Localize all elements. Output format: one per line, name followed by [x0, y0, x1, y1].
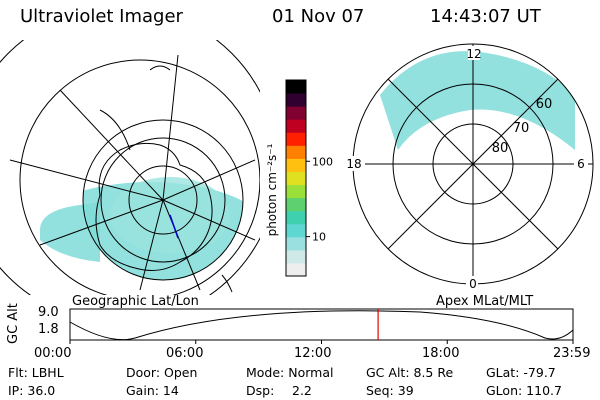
geographic-map-label: Geographic Lat/Lon	[72, 294, 199, 309]
colorbar-unit-label: photon cm⁻²s⁻¹	[265, 143, 279, 236]
colorbar-segment	[286, 262, 306, 277]
map-horizon-circle	[82, 119, 244, 281]
continent-coastline	[95, 142, 213, 271]
mlt-label-0: 0	[469, 277, 477, 291]
island-coast	[149, 65, 171, 71]
ip-value: IP: 36.0	[8, 383, 56, 398]
altitude-y-tick-top: 9.0	[38, 305, 59, 320]
lat-circle-mid	[100, 137, 226, 263]
mlt-label-6: 6	[577, 157, 585, 171]
mode-status: Mode: Normal	[246, 365, 334, 380]
mlat-label-60: 60	[536, 97, 553, 112]
meridian-lines	[9, 54, 256, 291]
colorbar-segment	[286, 132, 306, 146]
x-tick-1800: 18:00	[422, 346, 460, 361]
colorbar-segment	[286, 197, 306, 212]
geographic-longitude: GLon: 110.7	[486, 383, 562, 398]
footprint-marker	[169, 214, 179, 239]
time-label: 14:43:07 UT	[430, 6, 541, 27]
colorbar-segment	[286, 184, 306, 199]
altitude-plot	[69, 308, 574, 344]
geographic-map	[0, 40, 260, 295]
mlat-label-70: 70	[513, 121, 530, 136]
gc-altitude: GC Alt: 8.5 Re	[366, 365, 454, 380]
x-tick-0600: 06:00	[166, 346, 204, 361]
x-tick-2359: 23:59	[553, 346, 591, 361]
colorbar-segment	[286, 80, 306, 94]
australia-coast	[221, 274, 233, 293]
x-tick-1200: 12:00	[294, 346, 332, 361]
mlt-label-18: 18	[346, 157, 361, 171]
apex-map: 12 0 18 6 60 70 80	[343, 43, 594, 291]
sequence-number: Seq: 39	[366, 383, 414, 398]
altitude-axis-label: GC Alt	[6, 303, 21, 344]
colorbar-segment	[286, 106, 306, 120]
door-status: Door: Open	[126, 365, 198, 380]
colorbar-ticks: 100 10	[306, 155, 333, 244]
colorbar-segment	[286, 93, 306, 107]
dsp-value: 2.2	[292, 383, 312, 398]
mlt-lines	[353, 44, 593, 284]
colorbar-segment	[286, 158, 306, 172]
altitude-y-tick-bottom: 1.8	[38, 322, 59, 337]
colorbar-segment	[286, 119, 306, 133]
colorbar-tick-label: 100	[312, 155, 333, 168]
x-tick-0000: 00:00	[34, 346, 72, 361]
geographic-latitude: GLat: -79.7	[486, 365, 556, 380]
filter-value: Flt: LBHL	[8, 365, 64, 380]
instrument-title: Ultraviolet Imager	[20, 6, 183, 27]
colorbar-segment	[286, 145, 306, 159]
colorbar-segment	[286, 171, 306, 186]
colorbar-segment	[286, 236, 306, 251]
apex-map-label: Apex MLat/MLT	[436, 294, 534, 309]
aurora-edge-left	[40, 202, 100, 262]
gain-value: Gain: 14	[126, 383, 179, 398]
altitude-x-ticks	[69, 340, 574, 344]
lat-circle-inner	[128, 165, 198, 235]
colorbar-segment	[286, 223, 306, 238]
colorbar-frame	[285, 79, 307, 277]
date-label: 01 Nov 07	[272, 6, 365, 27]
mlt-label-12: 12	[466, 47, 481, 61]
mlat-label-80: 80	[492, 141, 509, 156]
dsp-label: Dsp:	[246, 383, 275, 398]
peninsula-coast	[99, 109, 131, 151]
altitude-curve	[69, 310, 574, 341]
colorbar-segment	[286, 210, 306, 225]
aurora-oval-right	[380, 51, 575, 150]
colorbar-tick-label: 10	[312, 231, 326, 244]
lat-arc-outer1	[19, 59, 260, 295]
colorbar	[286, 80, 306, 277]
colorbar-segment	[286, 249, 306, 264]
